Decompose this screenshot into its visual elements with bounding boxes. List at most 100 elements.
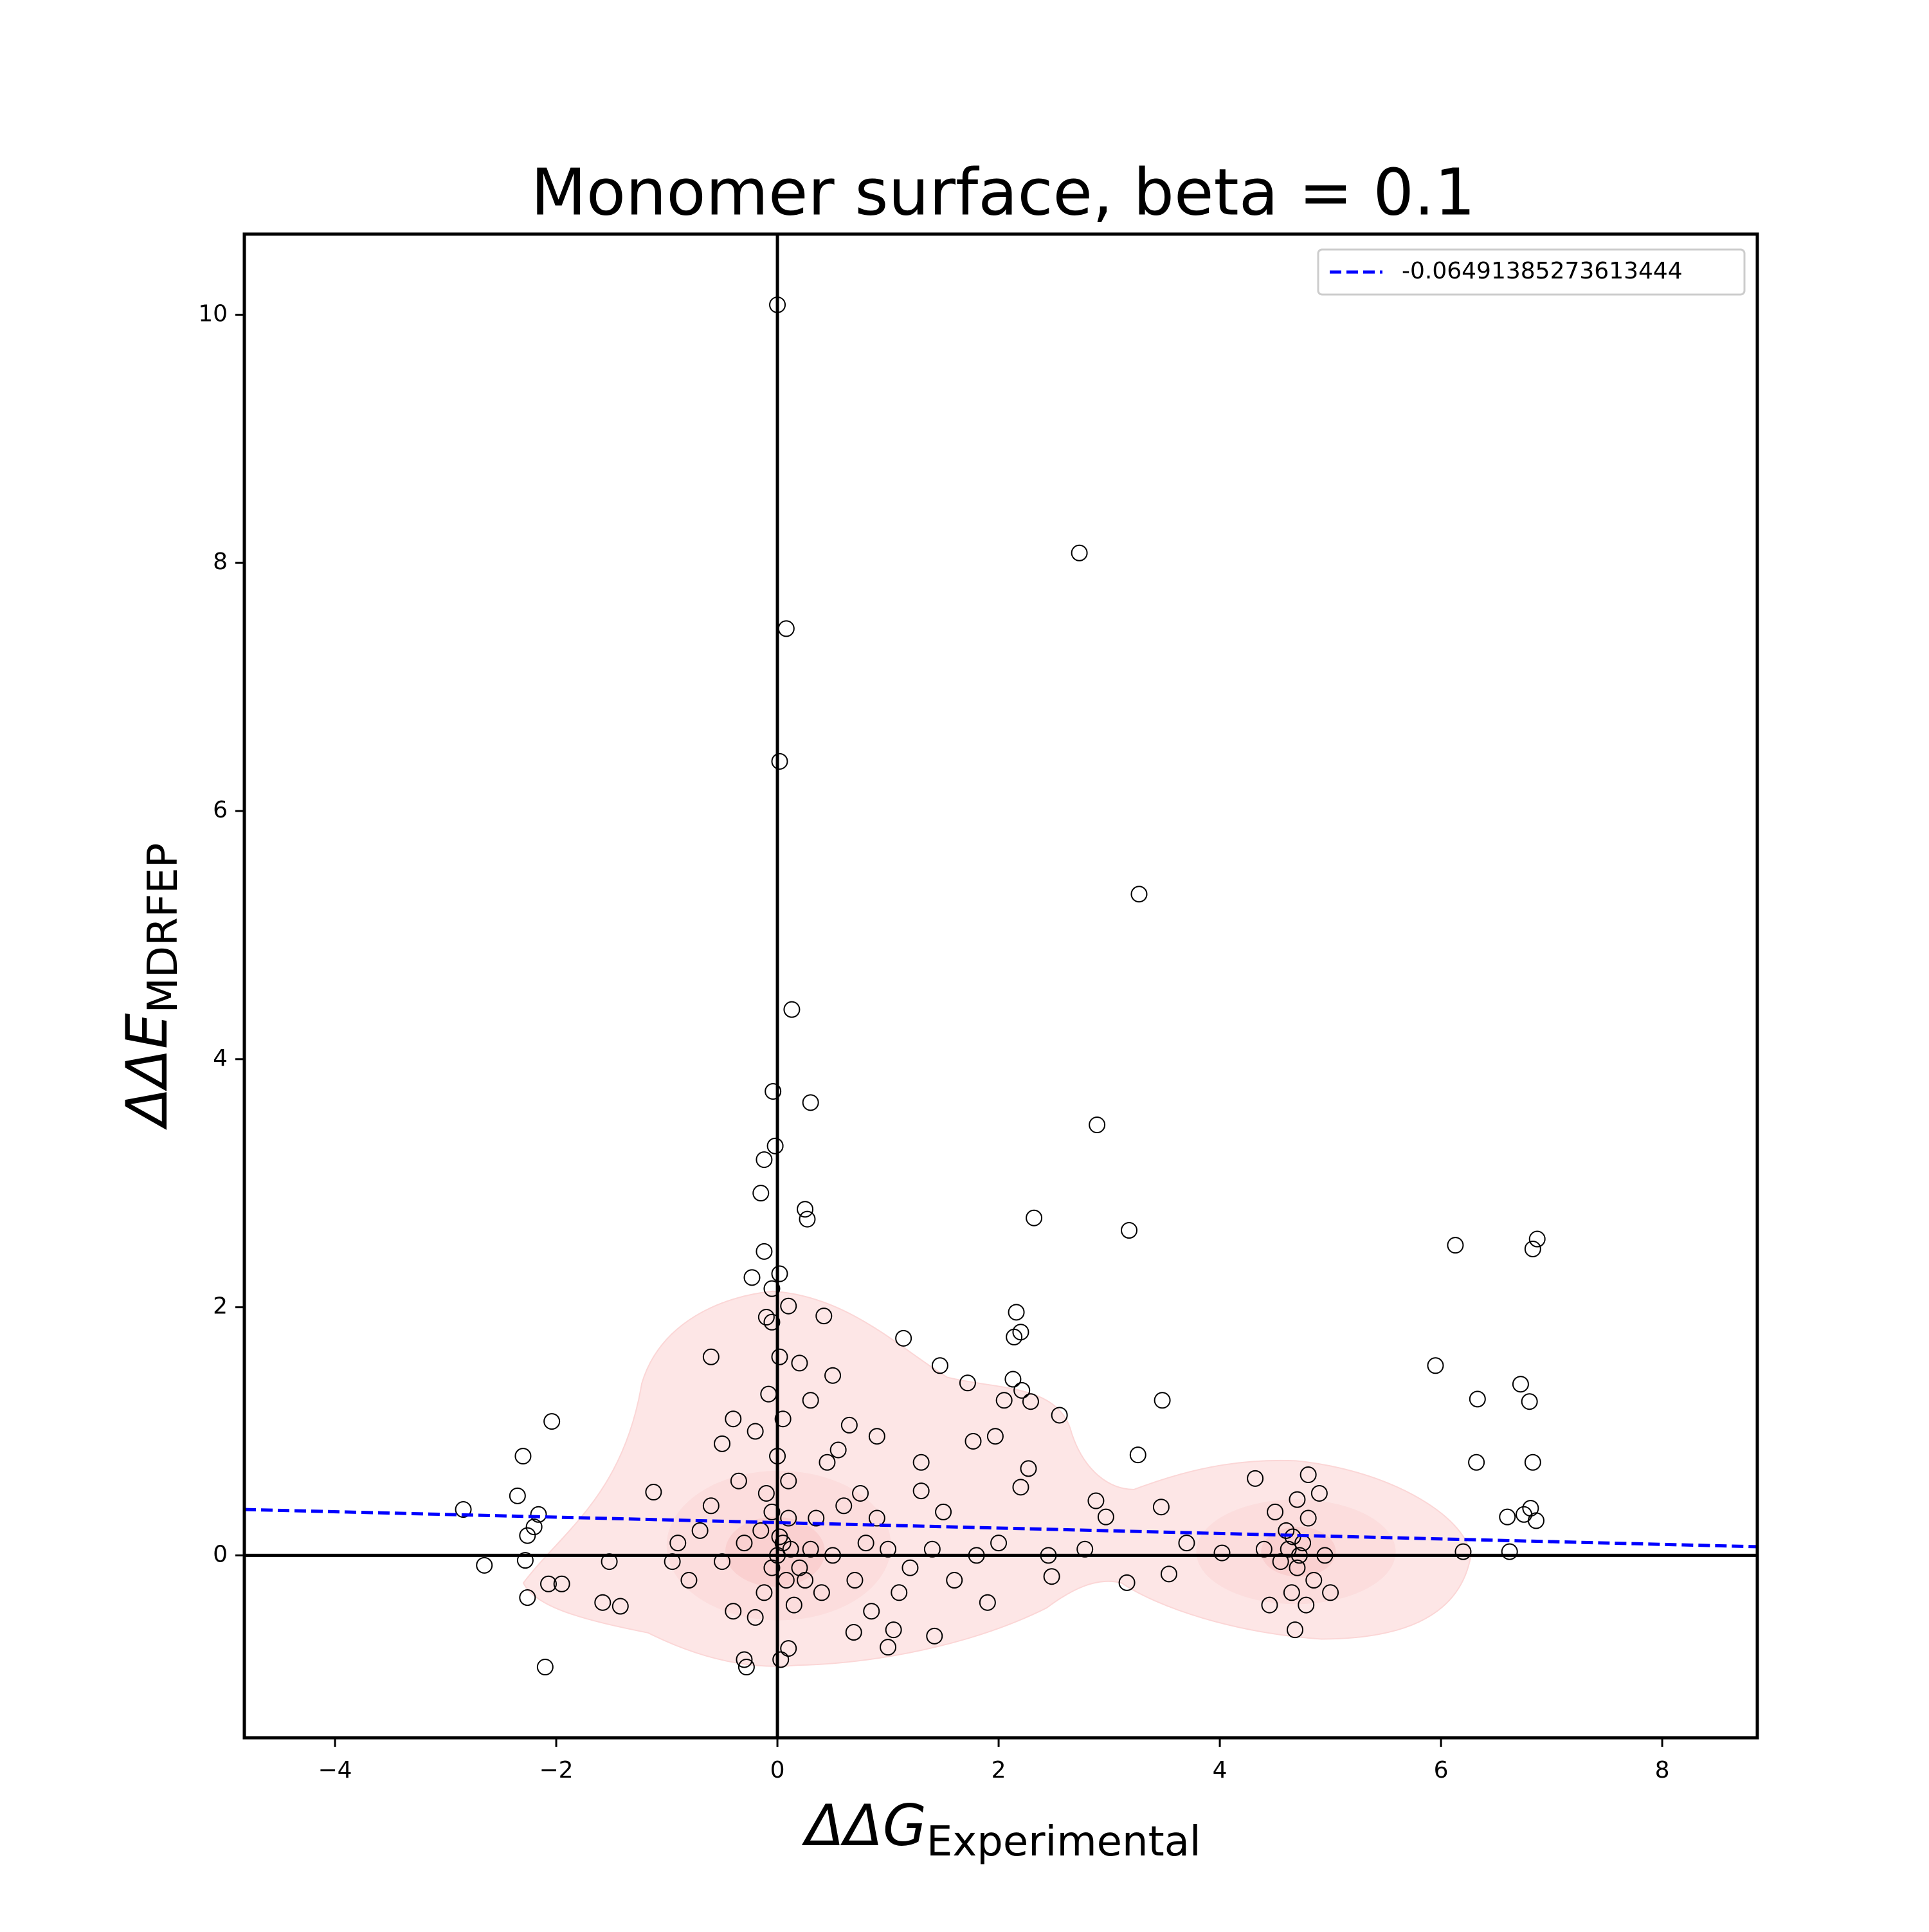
data-point (455, 1501, 472, 1518)
data-point (979, 1594, 996, 1611)
legend-label: -0.06491385273613444 (1402, 258, 1683, 284)
data-point (1310, 1484, 1328, 1502)
data-point (797, 1201, 814, 1218)
data-point (880, 1639, 897, 1656)
data-point (1118, 1574, 1136, 1591)
fit-line (244, 1508, 1758, 1549)
data-point (1160, 1565, 1177, 1583)
data-point (769, 1448, 786, 1465)
data-point (756, 1151, 773, 1169)
data-point (525, 1518, 543, 1536)
data-point (1071, 544, 1088, 561)
data-point (611, 1598, 629, 1615)
data-point (1522, 1500, 1539, 1517)
data-point (863, 1603, 880, 1620)
y-label-main: ΔΔE (114, 1013, 180, 1130)
data-point (1247, 1470, 1264, 1487)
data-point (868, 1428, 885, 1445)
y-tick-label: 6 (213, 797, 228, 823)
density-contours (522, 1290, 1471, 1667)
data-point (1040, 1547, 1057, 1564)
chart-title: Monomer surface, beta = 0.1 (531, 154, 1476, 230)
data-point (736, 1535, 753, 1552)
data-point (1089, 1116, 1106, 1134)
data-point (736, 1651, 753, 1668)
data-point (852, 1484, 869, 1502)
data-point (1051, 1407, 1068, 1424)
x-tick-label: 8 (1655, 1757, 1670, 1783)
data-point (1121, 1222, 1138, 1239)
data-point (743, 1269, 761, 1286)
data-point (880, 1540, 897, 1558)
data-point (664, 1553, 681, 1571)
data-point (536, 1659, 554, 1676)
data-point (1454, 1543, 1472, 1560)
data-point (771, 1265, 788, 1282)
data-point (783, 1001, 801, 1018)
y-label-sub: MDRFEP (140, 843, 187, 1014)
data-point (691, 1522, 709, 1539)
data-point (1468, 1454, 1485, 1471)
data-point (730, 1472, 747, 1490)
data-point (1043, 1568, 1060, 1585)
data-point (763, 1280, 781, 1297)
y-tick-label: 2 (213, 1293, 228, 1320)
data-point (1469, 1390, 1486, 1408)
data-point (1524, 1240, 1541, 1257)
data-point (763, 1559, 781, 1576)
data-point (777, 1572, 795, 1589)
data-point (1300, 1466, 1317, 1484)
data-point (1427, 1357, 1444, 1374)
data-point (799, 1210, 816, 1228)
data-point (1087, 1492, 1105, 1509)
data-point (756, 1243, 773, 1260)
data-point (1280, 1540, 1297, 1558)
data-point (857, 1535, 874, 1552)
data-point (995, 1392, 1013, 1409)
x-label-sub: Experimental (927, 1818, 1201, 1866)
data-point (1008, 1304, 1025, 1321)
data-point (959, 1374, 976, 1392)
data-point (1291, 1547, 1308, 1564)
data-point (514, 1448, 532, 1465)
data-point (1287, 1621, 1304, 1639)
data-point (824, 1547, 842, 1564)
data-point (935, 1503, 952, 1520)
data-point (780, 1509, 797, 1527)
data-point (680, 1572, 698, 1589)
data-point (1178, 1535, 1195, 1552)
legend-box (1317, 248, 1746, 296)
data-point (769, 296, 786, 313)
data-point (702, 1497, 720, 1515)
data-point (782, 1540, 799, 1558)
data-point (1026, 1209, 1043, 1226)
y-tick-label: 10 (198, 300, 228, 327)
x-tick-label: −2 (539, 1757, 574, 1783)
data-point (1154, 1392, 1171, 1409)
data-point (1316, 1547, 1334, 1564)
data-point (747, 1423, 764, 1440)
data-point (763, 1313, 781, 1331)
data-point (1528, 1230, 1546, 1248)
data-point (1298, 1596, 1315, 1614)
data-point (912, 1482, 930, 1500)
data-point (725, 1603, 742, 1620)
data-point (594, 1594, 611, 1611)
data-point (813, 1584, 830, 1601)
data-point (766, 1137, 784, 1154)
data-point (1501, 1543, 1518, 1560)
y-tick-label: 8 (213, 549, 228, 575)
y-tick-label: 4 (213, 1045, 228, 1071)
data-point (840, 1416, 858, 1434)
data-point (1322, 1584, 1339, 1601)
x-tick-label: −4 (318, 1757, 352, 1783)
data-point (802, 1540, 819, 1558)
data-point (829, 1441, 847, 1459)
data-point (1261, 1596, 1278, 1614)
data-point (516, 1552, 534, 1569)
data-point (1499, 1508, 1516, 1526)
x-tick-label: 2 (992, 1757, 1006, 1783)
data-point (757, 1309, 775, 1326)
data-point (1524, 1454, 1541, 1471)
x-tick-label: 4 (1213, 1757, 1227, 1783)
